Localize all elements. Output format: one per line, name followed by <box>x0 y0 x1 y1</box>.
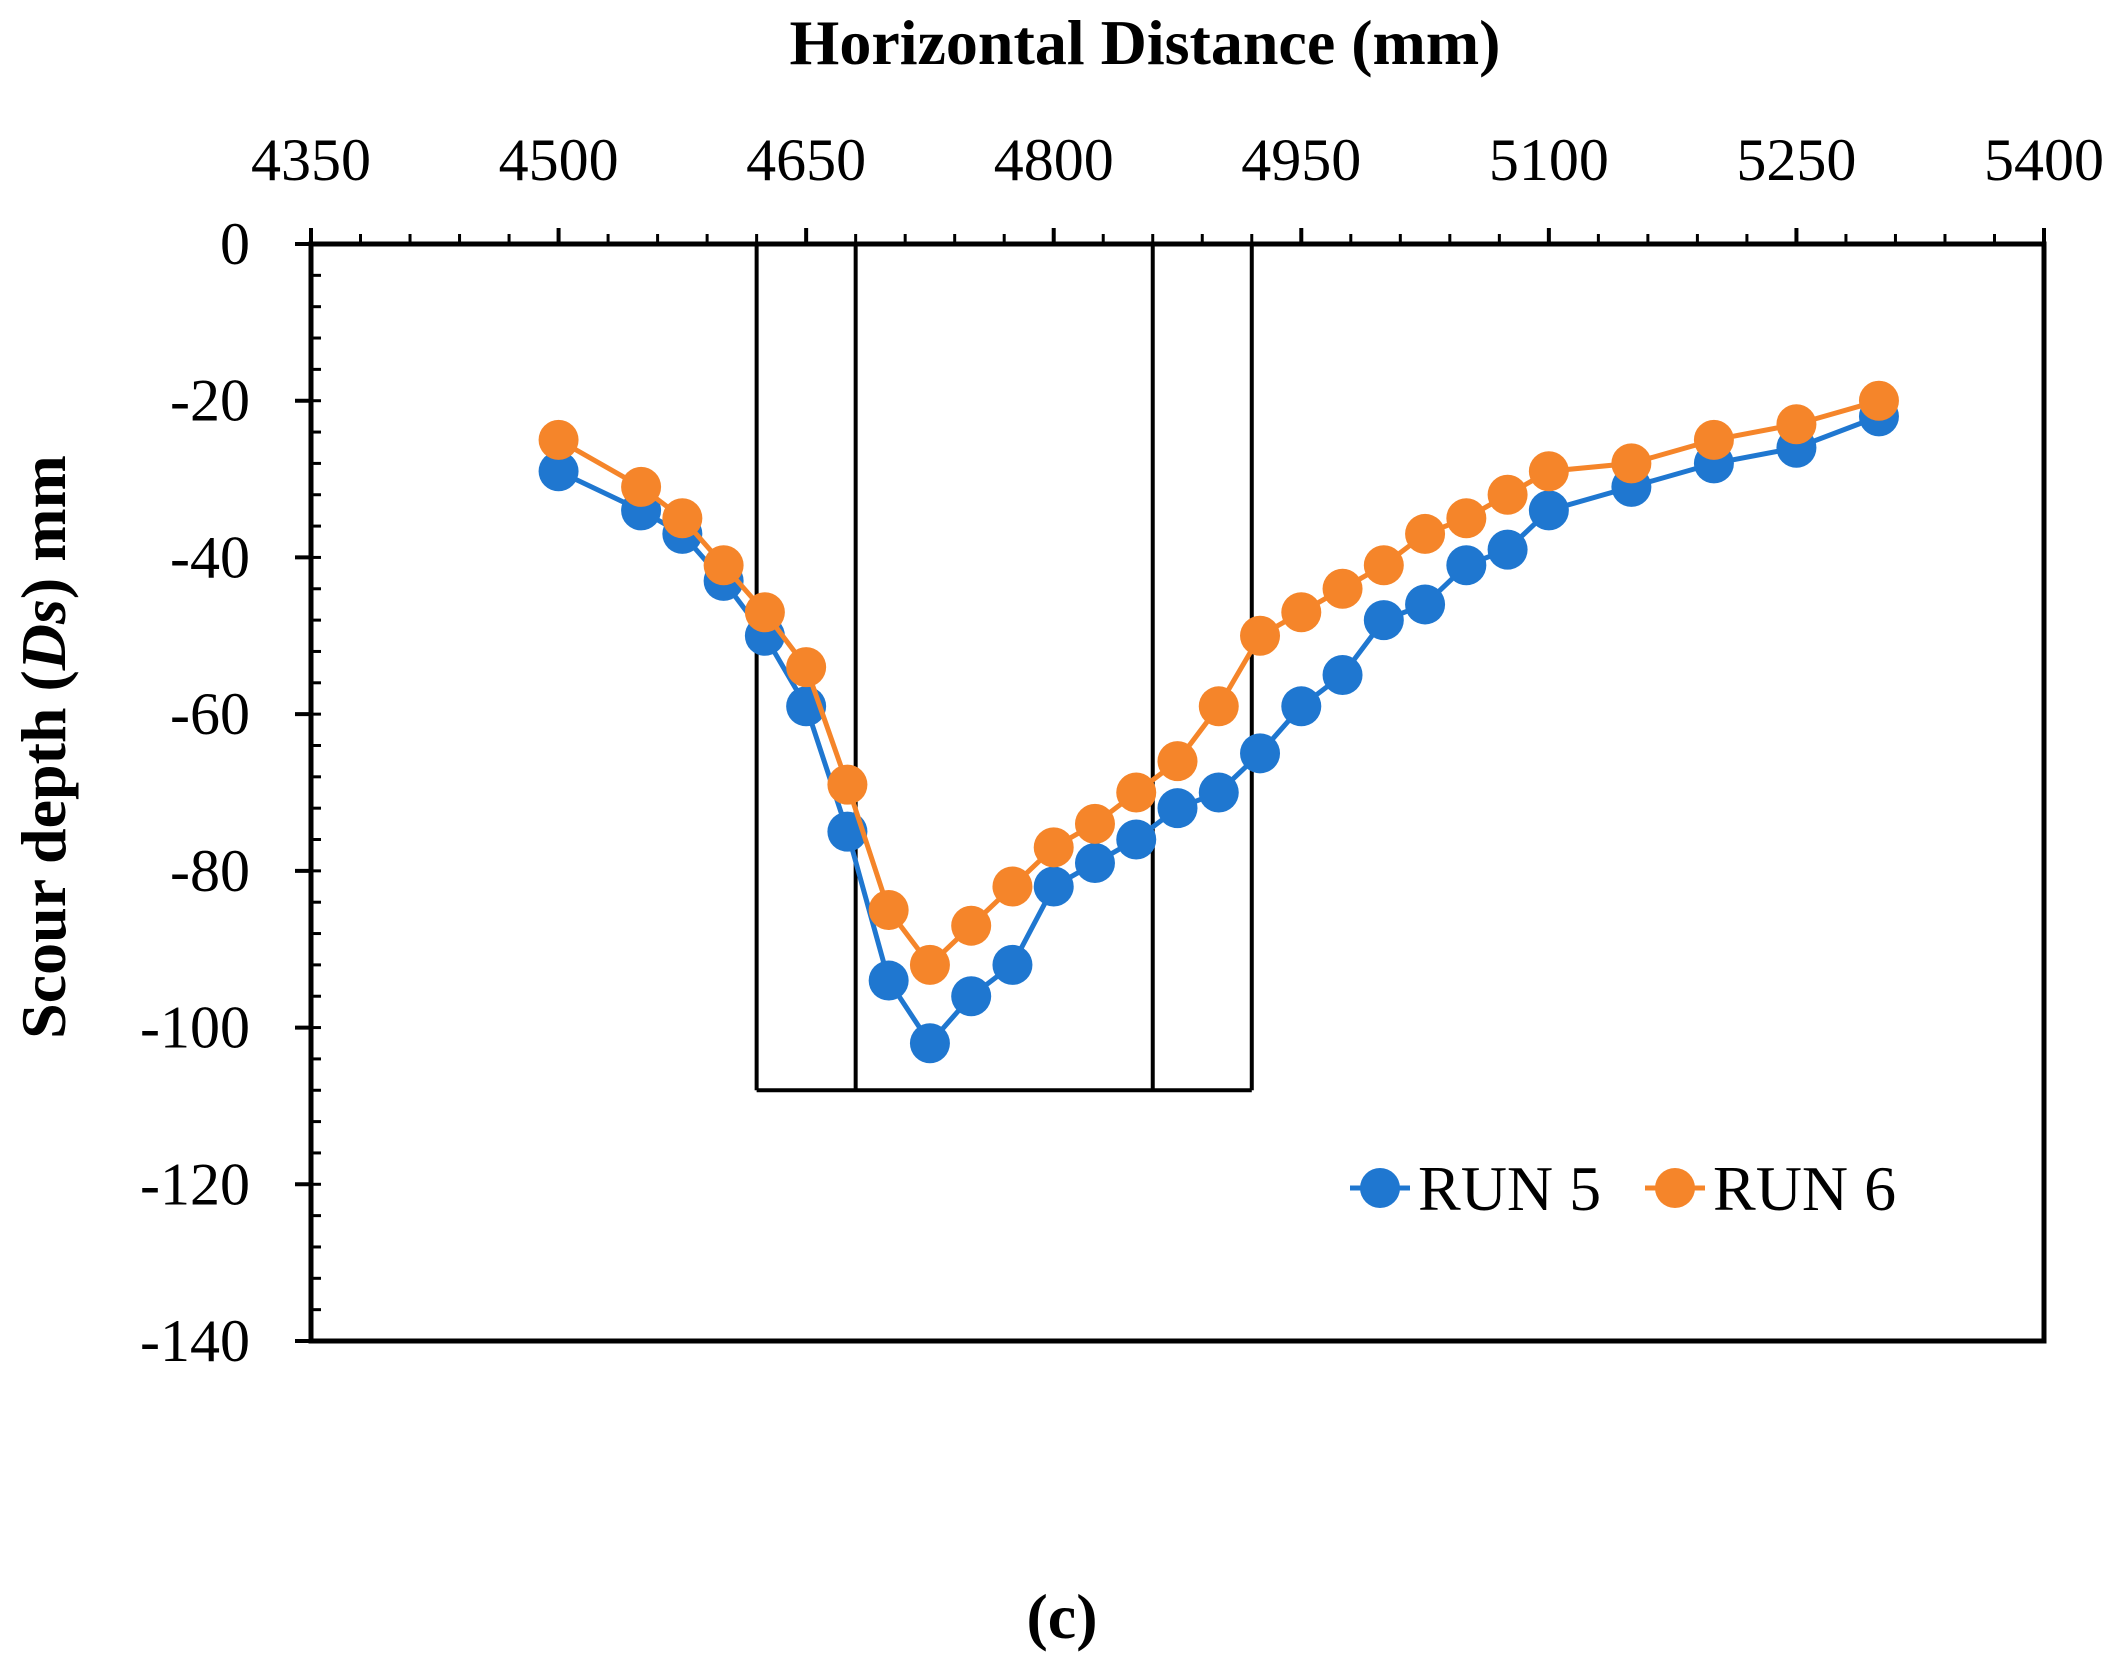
y-axis-title: Scour depth (Ds) mm <box>8 455 79 1039</box>
data-point-run6 <box>1033 827 1074 868</box>
data-point-run5 <box>1281 686 1322 727</box>
y-tick-labels: 0 -20 -40 -60 -80 -100 -120 -140 <box>140 211 250 1374</box>
data-point-run6 <box>1240 615 1281 656</box>
data-point-run6 <box>662 498 703 539</box>
data-point-run6 <box>909 944 950 985</box>
x-tick-label: 5250 <box>1736 127 1856 193</box>
data-point-run5 <box>1446 545 1487 586</box>
data-point-run6 <box>1858 380 1899 421</box>
plot-frame <box>308 241 2047 1344</box>
y-tick-label: -20 <box>170 368 250 434</box>
x-tick-labels: 4350 4500 4650 4800 4950 5100 5250 5400 <box>251 127 2104 193</box>
y-tick-label: -100 <box>140 995 250 1061</box>
data-point-run6 <box>951 905 992 946</box>
data-series <box>538 380 1899 1064</box>
data-point-run6 <box>1198 686 1239 727</box>
x-tick-label: 4950 <box>1241 127 1361 193</box>
data-point-run6 <box>1446 498 1487 539</box>
data-point-run5 <box>1240 733 1281 774</box>
data-point-run6 <box>744 592 785 633</box>
legend-marker-run5 <box>1360 1168 1400 1208</box>
data-point-run5 <box>538 451 579 492</box>
data-point-run5 <box>1157 788 1198 829</box>
data-point-run5 <box>909 1023 950 1064</box>
data-point-run5 <box>992 944 1033 985</box>
data-point-run6 <box>992 866 1033 907</box>
series-run6 <box>538 380 1899 985</box>
data-point-run6 <box>1363 545 1404 586</box>
data-point-run6 <box>1116 772 1157 813</box>
data-point-run6 <box>1487 474 1528 515</box>
x-tick-label: 4650 <box>746 127 866 193</box>
series-line-run6 <box>557 398 1880 969</box>
legend: RUN 5 RUN 6 <box>1350 1153 1896 1224</box>
y-tick-label: -120 <box>140 1151 250 1217</box>
data-point-run6 <box>1776 404 1817 445</box>
data-point-run6 <box>1074 803 1115 844</box>
x-axis-title: Horizontal Distance (mm) <box>790 7 1501 78</box>
data-point-run6 <box>1322 568 1363 609</box>
data-point-run5 <box>1487 529 1528 570</box>
x-tick-label: 5400 <box>1984 127 2104 193</box>
x-tick-label: 5100 <box>1489 127 1609 193</box>
y-axis-title-prefix: Scour depth ( <box>8 670 79 1039</box>
data-point-run6 <box>1157 741 1198 782</box>
y-tick-label: -80 <box>170 838 250 904</box>
data-point-run6 <box>786 647 827 688</box>
structure-outline <box>754 244 1254 1093</box>
y-tick-label: -140 <box>140 1308 250 1374</box>
legend-marker-run6 <box>1655 1168 1695 1208</box>
data-point-run5 <box>1405 584 1446 625</box>
y-axis-title-italic: Ds <box>8 599 79 671</box>
y-tick-label: -40 <box>170 524 250 590</box>
figure-caption: (c) <box>1026 1581 1097 1652</box>
data-point-run6 <box>1281 592 1322 633</box>
data-point-run6 <box>621 466 662 507</box>
data-point-run5 <box>868 960 909 1001</box>
x-tick-label: 4350 <box>251 127 371 193</box>
data-point-run5 <box>1528 490 1569 531</box>
x-tick-label: 4800 <box>994 127 1114 193</box>
y-tick-label: 0 <box>220 211 250 277</box>
data-point-run5 <box>1363 600 1404 641</box>
data-point-run5 <box>1074 843 1115 884</box>
data-point-run6 <box>827 764 868 805</box>
data-point-run6 <box>868 890 909 931</box>
data-point-run6 <box>1693 419 1734 460</box>
data-point-run6 <box>1611 443 1652 484</box>
data-point-run6 <box>703 545 744 586</box>
data-point-run5 <box>1116 819 1157 860</box>
y-axis-title-suffix: ) mm <box>8 455 79 599</box>
data-point-run6 <box>1528 451 1569 492</box>
data-point-run6 <box>1405 513 1446 554</box>
data-point-run5 <box>951 976 992 1017</box>
y-tick-label: -60 <box>170 681 250 747</box>
data-point-run5 <box>1033 866 1074 907</box>
data-point-run5 <box>1198 772 1239 813</box>
x-tick-label: 4500 <box>499 127 619 193</box>
data-point-run6 <box>538 419 579 460</box>
series-run5 <box>538 396 1899 1064</box>
data-point-run5 <box>1322 654 1363 695</box>
legend-label-run5: RUN 5 <box>1418 1153 1601 1224</box>
legend-label-run6: RUN 6 <box>1713 1153 1896 1224</box>
series-line-run5 <box>557 414 1880 1048</box>
